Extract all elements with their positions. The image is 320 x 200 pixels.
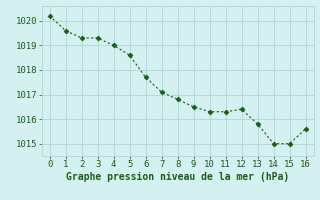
X-axis label: Graphe pression niveau de la mer (hPa): Graphe pression niveau de la mer (hPa) [66,172,289,182]
